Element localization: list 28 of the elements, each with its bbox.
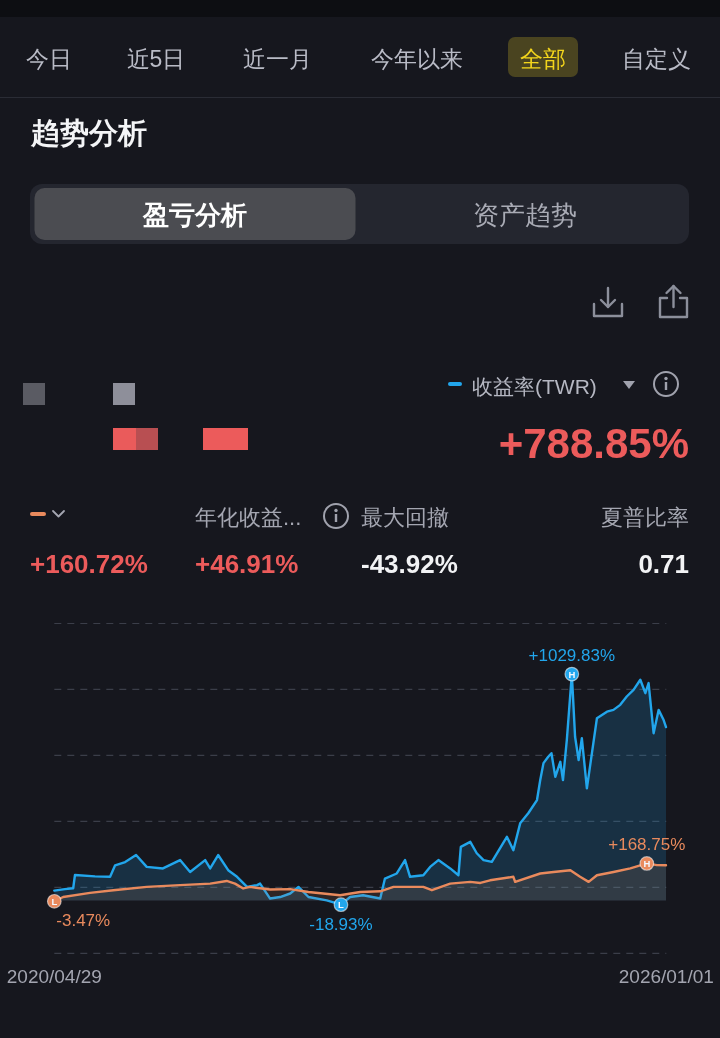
annotation: H	[568, 668, 576, 680]
text: 年化收益...	[195, 505, 302, 530]
legend-label: 收益率(TWR)	[472, 375, 597, 398]
annotation: H	[643, 857, 651, 869]
text: 今日	[26, 46, 72, 72]
text: +46.91%	[195, 549, 299, 579]
text: 资产趋势	[473, 200, 577, 230]
data-label: +1029.83%	[528, 646, 616, 666]
data-label: -3.47%	[56, 911, 111, 931]
text: 近一月	[242, 46, 312, 72]
text: +160.72%	[30, 549, 148, 579]
text: +788.85%	[498, 420, 689, 467]
text: -43.92%	[361, 549, 458, 579]
x-tick-label: 2026/01/01	[618, 966, 714, 987]
text: 0.71	[638, 549, 689, 579]
text: 今年以来	[371, 46, 463, 72]
text: 夏普比率	[601, 505, 689, 530]
data-label: -18.93%	[309, 914, 373, 934]
text: 全部	[520, 46, 566, 72]
text: 最大回撤	[361, 505, 449, 530]
data-label: +168.75%	[608, 835, 686, 855]
annotation: L	[51, 895, 58, 907]
text: 盈亏分析	[142, 200, 247, 230]
text: 自定义	[621, 46, 691, 72]
annotation: L	[338, 899, 345, 911]
text: 近5日	[126, 46, 186, 72]
x-tick-label: 2020/04/29	[6, 966, 102, 987]
chart-title: 趋势分析	[30, 117, 147, 149]
